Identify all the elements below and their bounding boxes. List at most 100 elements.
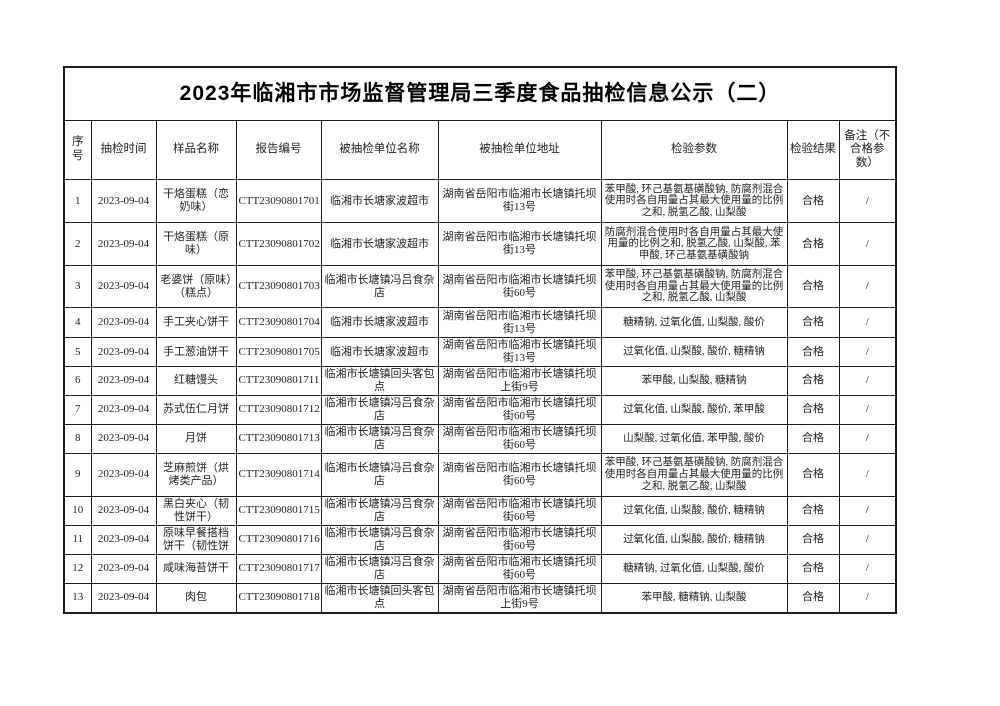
report-no-cell: CTT23090801704	[235, 307, 322, 338]
unit-name-cell: 临湘市长塘镇冯吕食杂店	[320, 452, 439, 497]
unit-name-cell: 临湘市长塘家波超市	[320, 307, 439, 338]
unit-address-cell: 湖南省岳阳市临湘市长塘镇托坝上街9号	[437, 366, 602, 396]
unit-address-cell: 湖南省岳阳市临湘市长塘镇托坝街13号	[437, 337, 602, 367]
serial-cell: 12	[63, 553, 92, 584]
table-row: 5 2023-09-04 手工葱油饼干 CTT23090801705 临湘市长塘…	[63, 337, 897, 367]
params-cell: 过氧化值, 山梨酸, 酸价, 糖精钠	[600, 337, 788, 367]
date-cell: 2023-09-04	[90, 366, 157, 396]
table-row: 2 2023-09-04 干烙蛋糕（原味） CTT23090801702 临湘市…	[63, 222, 897, 266]
remark-cell: /	[838, 394, 897, 425]
date-cell: 2023-09-04	[90, 524, 157, 555]
date-cell: 2023-09-04	[90, 179, 157, 223]
params-cell: 苯甲酸, 环己基氨基磺酸钠, 防腐剂混合使用时各自用量占其最大使用量的比例之和,…	[600, 452, 788, 497]
params-cell: 苯甲酸, 山梨酸, 糖精钠	[600, 366, 788, 396]
sample-name-cell: 月饼	[155, 423, 237, 454]
remark-cell: /	[838, 582, 897, 614]
report-no-cell: CTT23090801717	[235, 553, 322, 584]
date-cell: 2023-09-04	[90, 452, 157, 497]
col-header-date: 抽检时间	[90, 120, 157, 180]
date-cell: 2023-09-04	[90, 495, 157, 526]
remark-cell: /	[838, 179, 897, 223]
result-cell: 合格	[786, 582, 840, 614]
sample-name-cell: 红糖馒头	[155, 366, 237, 396]
table-row: 11 2023-09-04 原味早餐搭档饼干（韧性饼 CTT2309080171…	[63, 524, 897, 555]
unit-address-cell: 湖南省岳阳市临湘市长塘镇托坝街60号	[437, 394, 602, 425]
remark-cell: /	[838, 524, 897, 555]
unit-name-cell: 临湘市长塘镇冯吕食杂店	[320, 423, 439, 454]
col-header-serial: 序号	[63, 120, 92, 180]
result-cell: 合格	[786, 366, 840, 396]
unit-address-cell: 湖南省岳阳市临湘市长塘镇托坝街60号	[437, 265, 602, 308]
unit-address-cell: 湖南省岳阳市临湘市长塘镇托坝上街9号	[437, 582, 602, 614]
remark-cell: /	[838, 366, 897, 396]
date-cell: 2023-09-04	[90, 394, 157, 425]
unit-address-cell: 湖南省岳阳市临湘市长塘镇托坝街60号	[437, 524, 602, 555]
result-cell: 合格	[786, 495, 840, 526]
report-no-cell: CTT23090801705	[235, 337, 322, 367]
unit-name-cell: 临湘市长塘镇冯吕食杂店	[320, 495, 439, 526]
remark-cell: /	[838, 265, 897, 308]
serial-cell: 13	[63, 582, 92, 614]
col-header-remark: 备注（不合格参数）	[838, 120, 897, 180]
unit-name-cell: 临湘市长塘镇回头客包点	[320, 582, 439, 614]
date-cell: 2023-09-04	[90, 582, 157, 614]
report-no-cell: CTT23090801713	[235, 423, 322, 454]
table-row: 12 2023-09-04 咸味海苔饼干 CTT23090801717 临湘市长…	[63, 553, 897, 584]
table-row: 3 2023-09-04 老婆饼（原味）（糕点） CTT23090801703 …	[63, 265, 897, 308]
sample-name-cell: 手工夹心饼干	[155, 307, 237, 338]
unit-name-cell: 临湘市长塘镇冯吕食杂店	[320, 394, 439, 425]
unit-name-cell: 临湘市长塘镇冯吕食杂店	[320, 524, 439, 555]
serial-cell: 11	[63, 524, 92, 555]
result-cell: 合格	[786, 423, 840, 454]
header-row: 序号 抽检时间 样品名称 报告编号 被抽检单位名称 被抽检单位地址 检验参数 检…	[63, 120, 897, 180]
sample-name-cell: 肉包	[155, 582, 237, 614]
title-row: 2023年临湘市市场监督管理局三季度食品抽检信息公示（二）	[63, 66, 897, 121]
table-row: 9 2023-09-04 芝麻煎饼（烘烤类产品） CTT23090801714 …	[63, 452, 897, 497]
sample-name-cell: 干烙蛋糕（恋奶味）	[155, 179, 237, 223]
result-cell: 合格	[786, 452, 840, 497]
table-body: 1 2023-09-04 干烙蛋糕（恋奶味） CTT23090801701 临湘…	[63, 179, 897, 614]
report-no-cell: CTT23090801703	[235, 265, 322, 308]
result-cell: 合格	[786, 337, 840, 367]
unit-name-cell: 临湘市长塘镇回头客包点	[320, 366, 439, 396]
report-no-cell: CTT23090801701	[235, 179, 322, 223]
result-cell: 合格	[786, 222, 840, 266]
unit-address-cell: 湖南省岳阳市临湘市长塘镇托坝街60号	[437, 553, 602, 584]
sample-name-cell: 原味早餐搭档饼干（韧性饼	[155, 524, 237, 555]
table-row: 7 2023-09-04 苏式伍仁月饼 CTT23090801712 临湘市长塘…	[63, 394, 897, 425]
date-cell: 2023-09-04	[90, 553, 157, 584]
remark-cell: /	[838, 553, 897, 584]
sample-name-cell: 老婆饼（原味）（糕点）	[155, 265, 237, 308]
sample-name-cell: 手工葱油饼干	[155, 337, 237, 367]
params-cell: 糖精钠, 过氧化值, 山梨酸, 酸价	[600, 553, 788, 584]
serial-cell: 4	[63, 307, 92, 338]
result-cell: 合格	[786, 524, 840, 555]
result-cell: 合格	[786, 394, 840, 425]
date-cell: 2023-09-04	[90, 222, 157, 266]
remark-cell: /	[838, 423, 897, 454]
unit-address-cell: 湖南省岳阳市临湘市长塘镇托坝街60号	[437, 495, 602, 526]
table-row: 13 2023-09-04 肉包 CTT23090801718 临湘市长塘镇回头…	[63, 582, 897, 614]
date-cell: 2023-09-04	[90, 423, 157, 454]
col-header-address: 被抽检单位地址	[437, 120, 602, 180]
params-cell: 苯甲酸, 环己基氨基磺酸钠, 防腐剂混合使用时各自用量占其最大使用量的比例之和,…	[600, 179, 788, 223]
col-header-sample: 样品名称	[155, 120, 237, 180]
serial-cell: 6	[63, 366, 92, 396]
serial-cell: 2	[63, 222, 92, 266]
params-cell: 过氧化值, 山梨酸, 酸价, 糖精钠	[600, 495, 788, 526]
unit-name-cell: 临湘市长塘家波超市	[320, 337, 439, 367]
unit-address-cell: 湖南省岳阳市临湘市长塘镇托坝街13号	[437, 222, 602, 266]
table-row: 8 2023-09-04 月饼 CTT23090801713 临湘市长塘镇冯吕食…	[63, 423, 897, 454]
serial-cell: 7	[63, 394, 92, 425]
unit-address-cell: 湖南省岳阳市临湘市长塘镇托坝街60号	[437, 452, 602, 497]
unit-name-cell: 临湘市长塘镇冯吕食杂店	[320, 553, 439, 584]
report-no-cell: CTT23090801702	[235, 222, 322, 266]
unit-address-cell: 湖南省岳阳市临湘市长塘镇托坝街60号	[437, 423, 602, 454]
params-cell: 苯甲酸, 糖精钠, 山梨酸	[600, 582, 788, 614]
params-cell: 防腐剂混合使用时各自用量占其最大使用量的比例之和, 脱氢乙酸, 山梨酸, 苯甲酸…	[600, 222, 788, 266]
col-header-report: 报告编号	[235, 120, 322, 180]
unit-name-cell: 临湘市长塘家波超市	[320, 179, 439, 223]
sample-name-cell: 干烙蛋糕（原味）	[155, 222, 237, 266]
remark-cell: /	[838, 495, 897, 526]
serial-cell: 3	[63, 265, 92, 308]
